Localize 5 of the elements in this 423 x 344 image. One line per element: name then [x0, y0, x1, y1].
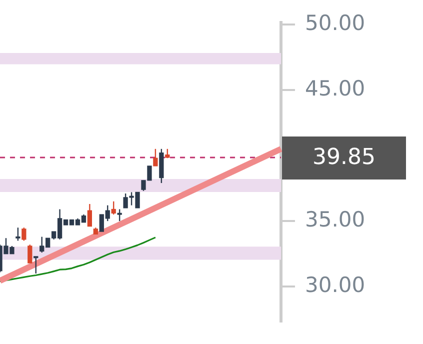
- y-tick-label: 30.00: [305, 273, 366, 298]
- y-tick-label: 50.00: [305, 10, 366, 35]
- ref-line-label: 39.85: [312, 145, 376, 170]
- y-tick-label: 35.00: [305, 208, 366, 232]
- y-tick-label: 45.00: [305, 76, 366, 100]
